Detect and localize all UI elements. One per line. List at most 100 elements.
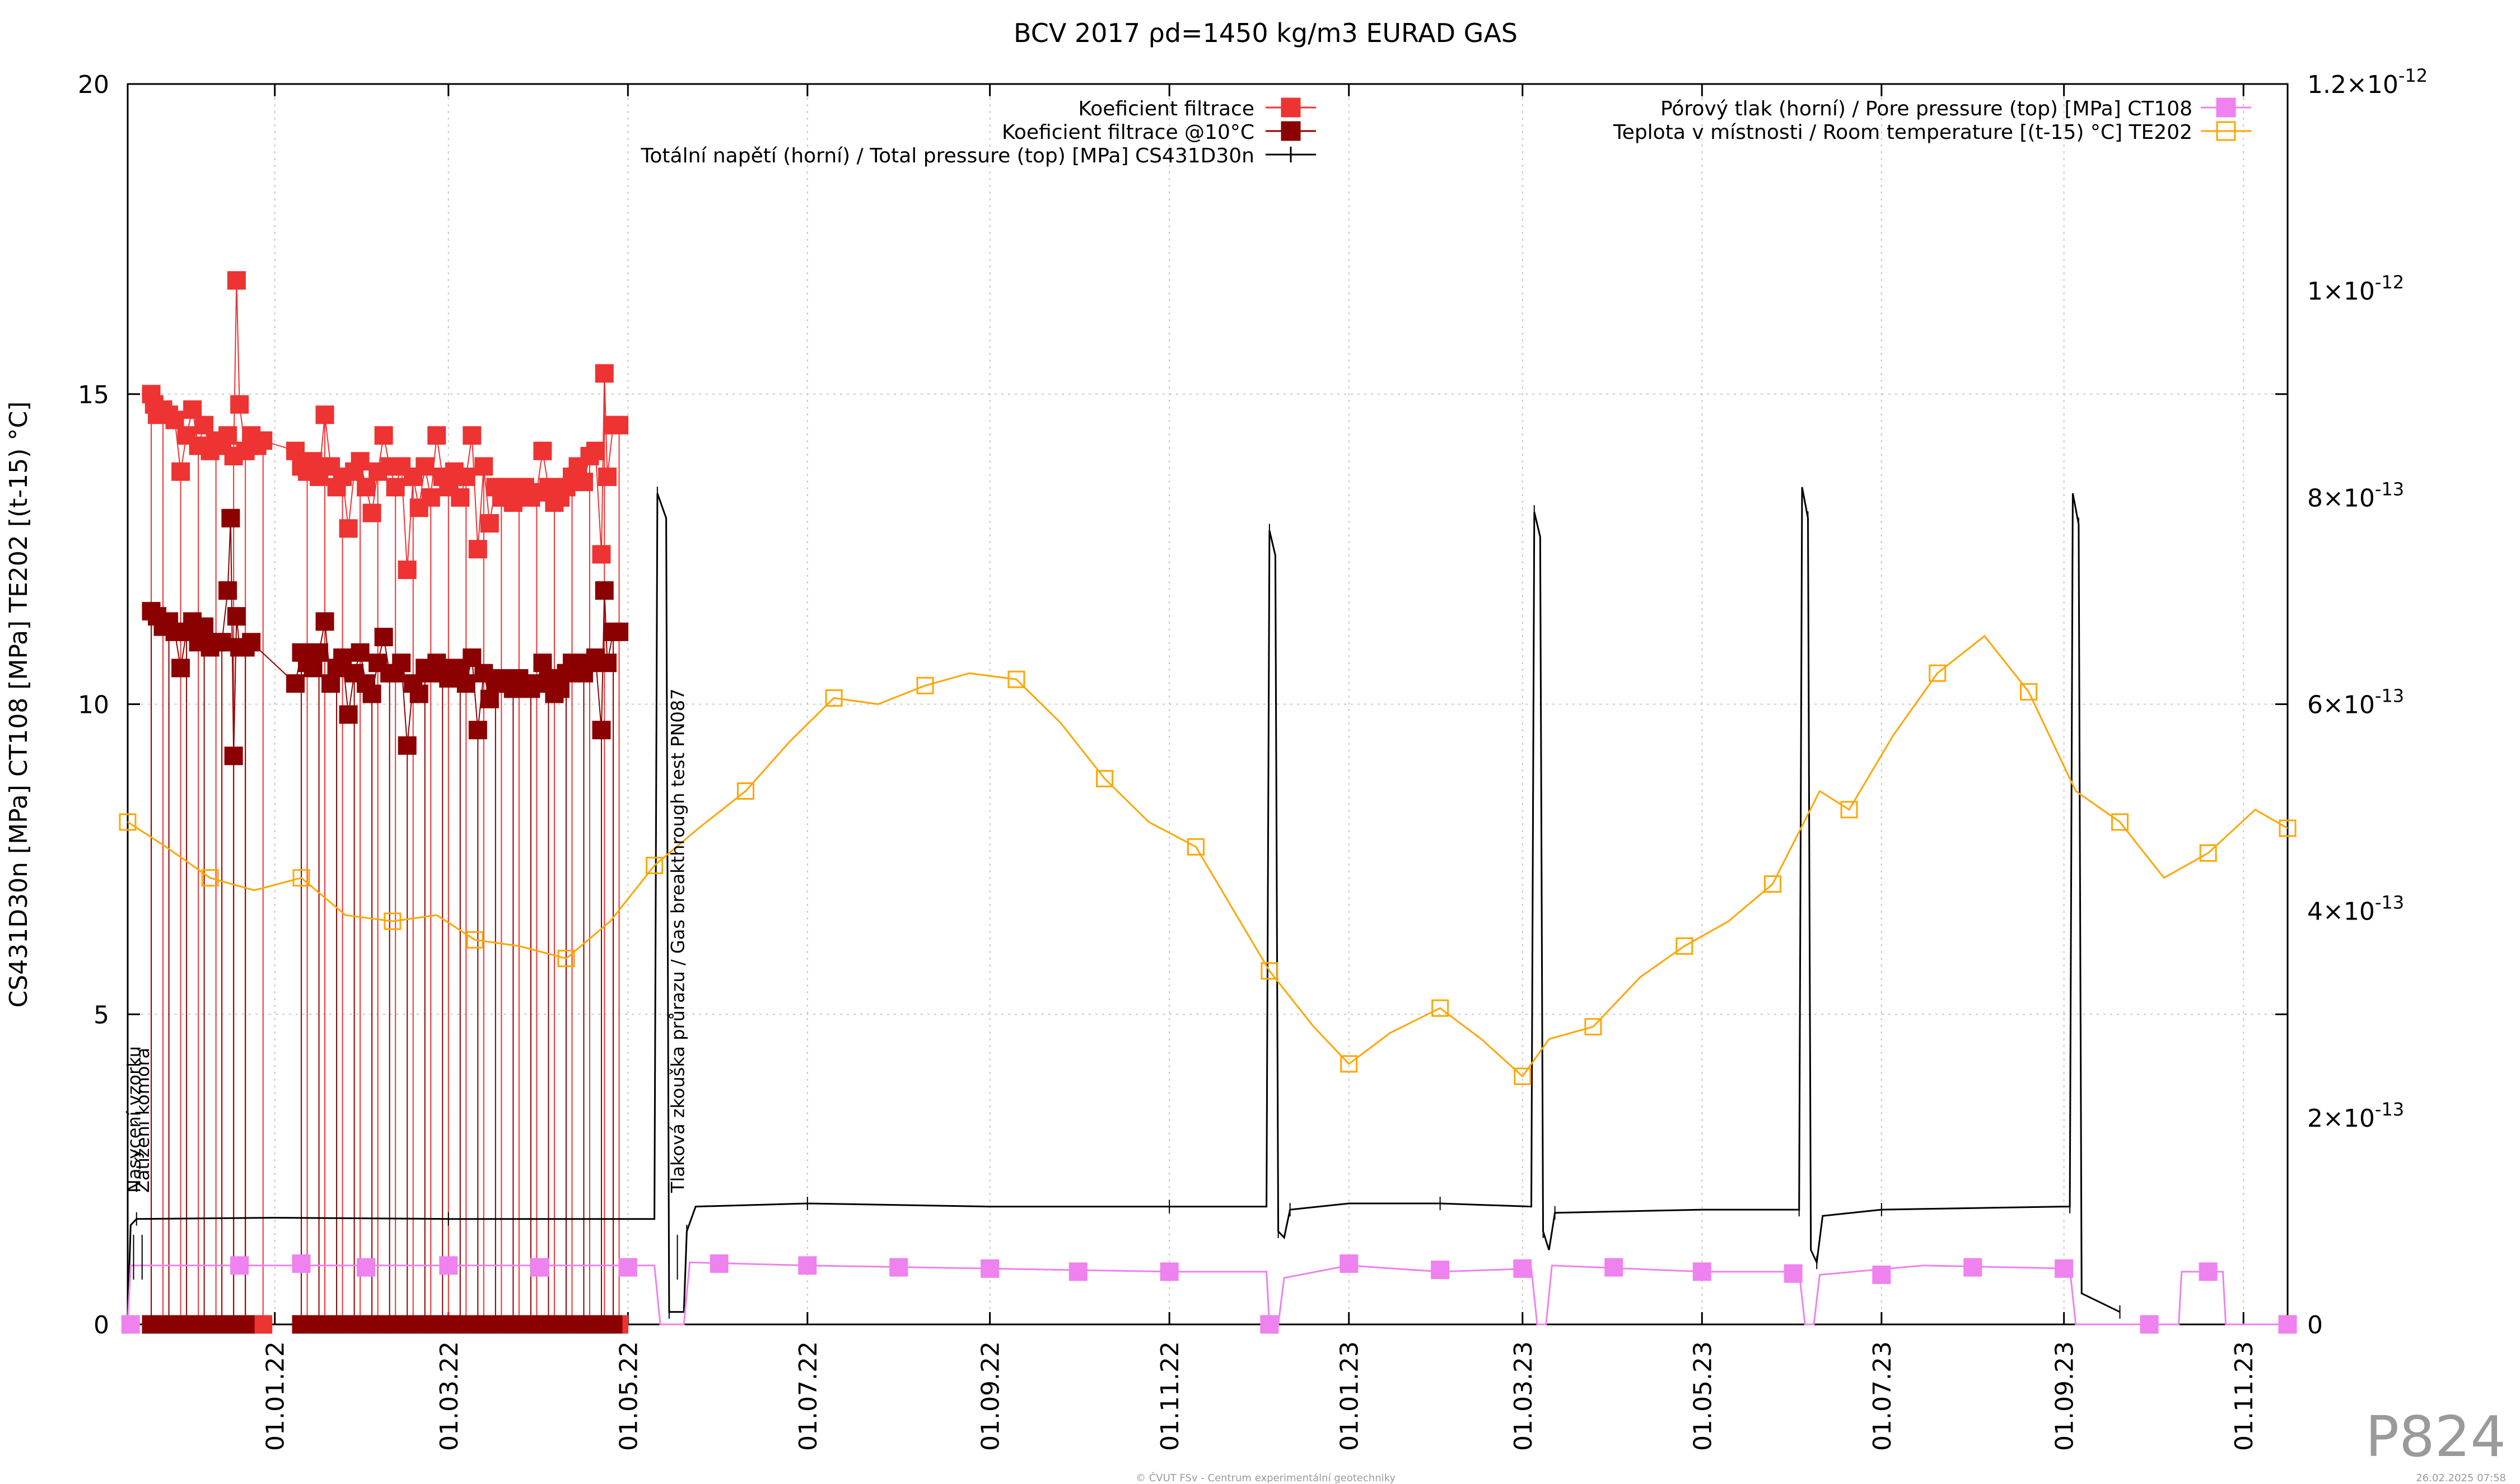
panel-id: P824 (2365, 1404, 2506, 1469)
zero-marker (236, 1315, 255, 1334)
data-point (1340, 1055, 1358, 1073)
x-tick-label: 01.05.23 (1688, 1341, 1717, 1451)
y2-tick-mantissa: 1×10 (2307, 277, 2375, 306)
data-point (1068, 1262, 1088, 1281)
data-point (218, 581, 237, 600)
zero-marker (416, 1315, 435, 1334)
data-point (610, 416, 629, 435)
zero-marker (451, 1315, 470, 1334)
zero-marker (486, 1315, 505, 1334)
data-point (468, 721, 487, 740)
y2-tick-exponent: -13 (2375, 478, 2404, 500)
legend-marker (2216, 97, 2236, 118)
data-point (1431, 1261, 1450, 1280)
data-point (474, 457, 493, 476)
data-point (398, 736, 417, 755)
data-point (463, 648, 482, 667)
data-point (386, 478, 405, 497)
data-point (1692, 1262, 1711, 1281)
data-point (1340, 1254, 1359, 1273)
data-point (1431, 999, 1449, 1017)
legend-label: Pórový tlak (horní) / Pore pressure (top… (1660, 97, 2192, 120)
data-point (227, 271, 246, 290)
y2-tick-mantissa: 8×10 (2307, 484, 2375, 512)
data-point (1096, 769, 1114, 787)
y2-tick-exponent: -12 (2398, 65, 2428, 86)
data-point (2278, 1315, 2297, 1334)
series-line (127, 487, 2121, 1325)
data-point (121, 1315, 140, 1334)
y2-tick-exponent: -12 (2375, 272, 2404, 293)
data-point (2279, 819, 2297, 837)
zero-marker (345, 1315, 364, 1334)
zero-marker (177, 1315, 196, 1334)
y-axis-left: 0 5 10 15 20 (78, 71, 2288, 1340)
data-point (586, 441, 605, 460)
data-point (2111, 813, 2129, 831)
data-point (357, 1258, 376, 1277)
zero-marker (142, 1315, 161, 1334)
data-point (595, 581, 614, 600)
series-line (127, 634, 2288, 1078)
x-tick-label: 01.03.23 (1509, 1341, 1538, 1451)
x-tick-label: 01.01.22 (262, 1341, 290, 1451)
data-point (480, 514, 499, 533)
series (119, 271, 2297, 1334)
data-point (798, 1256, 817, 1275)
annotation-text: Zatížení komora (132, 1048, 153, 1193)
x-axis: 01.01.22 01.03.22 01.05.22 01.07.22 01.09.22… (262, 84, 2258, 1451)
y2-tick-exponent: -13 (2375, 892, 2404, 913)
y2-tick-mantissa: 1.2×10 (2307, 71, 2398, 99)
data-point (1604, 1258, 1623, 1277)
zero-marker (380, 1315, 399, 1334)
data-point (315, 405, 334, 424)
data-point (1007, 670, 1025, 688)
y2-tick-label: 4×10-13 (2307, 892, 2404, 926)
y2-tick-label: 6×10-13 (2307, 685, 2404, 720)
data-point (1187, 838, 1205, 856)
zero-marker (310, 1315, 329, 1334)
data-point (362, 684, 381, 703)
x-tick-label: 01.07.23 (1868, 1341, 1897, 1451)
data-point (357, 478, 376, 497)
y2-tick-label: 1×10-12 (2307, 272, 2404, 306)
data-point (351, 643, 370, 662)
zero-marker (292, 1315, 311, 1334)
data-point (2055, 1259, 2074, 1278)
zero-marker (362, 1315, 381, 1334)
y-tick-label: 20 (78, 71, 109, 99)
data-point (374, 426, 393, 445)
data-point (315, 612, 334, 631)
data-point (646, 856, 664, 874)
data-point (1584, 1018, 1602, 1035)
legend-label: Teplota v místnosti / Room temperature [… (1613, 121, 2192, 144)
x-tick-label: 01.11.22 (1156, 1341, 1184, 1451)
data-point (710, 1254, 729, 1273)
zero-marker (574, 1315, 593, 1334)
data-point (421, 488, 440, 507)
legend-label: Koeficient filtrace @10°C (1002, 121, 1254, 144)
data-point (618, 1258, 637, 1277)
data-point (119, 813, 137, 831)
zero-marker (468, 1315, 487, 1334)
data-point (171, 462, 190, 481)
y2-tick-mantissa: 0 (2307, 1311, 2323, 1340)
data-point (212, 633, 231, 652)
y2-tick-exponent: -13 (2375, 685, 2404, 707)
data-point (1160, 1262, 1179, 1281)
data-point (530, 1258, 549, 1277)
y2-tick-exponent: -13 (2375, 1099, 2404, 1120)
data-point (2199, 1262, 2218, 1281)
data-point (384, 912, 402, 930)
x-tick-label: 01.01.23 (1336, 1341, 1364, 1451)
x-tick-label: 01.03.22 (435, 1341, 464, 1451)
data-point (533, 441, 552, 460)
zero-marker (604, 1315, 623, 1334)
data-point (592, 545, 611, 564)
zero-marker (160, 1315, 179, 1334)
y-tick-label: 10 (78, 691, 109, 720)
y-tick-label: 15 (78, 381, 109, 409)
data-point (333, 648, 352, 667)
copyright-footer: © ČVUT FSv - Centrum experimentální geot… (1136, 1472, 1396, 1484)
